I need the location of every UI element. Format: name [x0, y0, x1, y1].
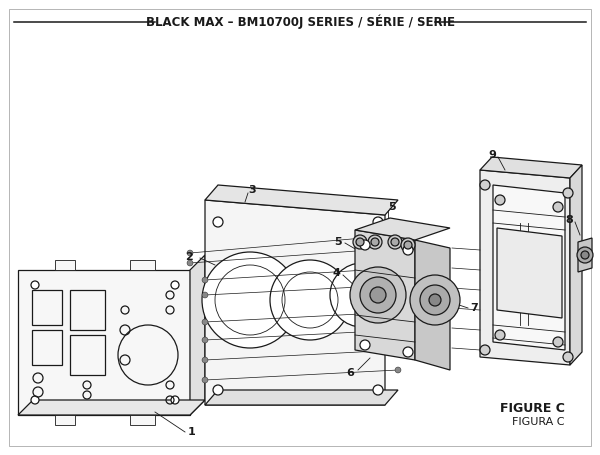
Polygon shape [55, 260, 75, 270]
Circle shape [202, 319, 208, 325]
Text: 4: 4 [332, 268, 340, 278]
Circle shape [410, 275, 460, 325]
Polygon shape [570, 165, 582, 365]
Circle shape [395, 367, 401, 373]
Text: 1: 1 [188, 427, 196, 437]
Circle shape [480, 345, 490, 355]
Circle shape [395, 327, 401, 333]
Circle shape [403, 347, 413, 357]
Circle shape [395, 282, 401, 288]
Text: 2: 2 [185, 252, 193, 262]
Circle shape [373, 385, 383, 395]
Polygon shape [578, 238, 592, 272]
Polygon shape [205, 185, 398, 215]
Circle shape [404, 241, 412, 249]
Circle shape [553, 337, 563, 347]
Circle shape [360, 340, 370, 350]
Text: 5: 5 [388, 202, 395, 212]
Circle shape [553, 202, 563, 212]
Polygon shape [130, 260, 155, 270]
Circle shape [202, 337, 208, 343]
Circle shape [577, 247, 593, 263]
Circle shape [31, 396, 39, 404]
Circle shape [330, 263, 394, 327]
Polygon shape [205, 200, 385, 405]
Polygon shape [55, 415, 75, 425]
Circle shape [563, 352, 573, 362]
Circle shape [171, 281, 179, 289]
Circle shape [395, 245, 401, 251]
Circle shape [353, 235, 367, 249]
Circle shape [202, 292, 208, 298]
Polygon shape [18, 400, 205, 415]
Circle shape [31, 281, 39, 289]
Circle shape [388, 235, 402, 249]
Circle shape [187, 260, 193, 266]
Text: 5: 5 [334, 237, 342, 247]
Circle shape [429, 294, 441, 306]
Circle shape [480, 180, 490, 190]
Circle shape [420, 285, 450, 315]
Text: 7: 7 [470, 303, 478, 313]
Circle shape [187, 250, 193, 256]
Text: 8: 8 [565, 215, 573, 225]
Polygon shape [480, 170, 570, 365]
Circle shape [395, 232, 401, 238]
Text: 3: 3 [248, 185, 256, 195]
Polygon shape [480, 157, 582, 178]
Circle shape [202, 252, 298, 348]
Circle shape [270, 260, 350, 340]
Circle shape [495, 330, 505, 340]
Circle shape [356, 238, 364, 246]
Circle shape [213, 217, 223, 227]
Text: 9: 9 [488, 150, 496, 160]
Circle shape [403, 245, 413, 255]
Text: 6: 6 [346, 368, 354, 378]
Polygon shape [130, 415, 155, 425]
Polygon shape [355, 218, 450, 240]
Circle shape [202, 357, 208, 363]
Circle shape [395, 309, 401, 315]
Polygon shape [190, 255, 205, 415]
Circle shape [213, 385, 223, 395]
Circle shape [350, 267, 406, 323]
Circle shape [395, 347, 401, 353]
Circle shape [581, 251, 589, 259]
Circle shape [401, 238, 415, 252]
Text: FIGURE C: FIGURE C [500, 401, 565, 415]
Circle shape [360, 277, 396, 313]
Circle shape [202, 277, 208, 283]
Circle shape [395, 265, 401, 271]
Circle shape [370, 287, 386, 303]
Polygon shape [497, 228, 562, 318]
Circle shape [563, 188, 573, 198]
Text: FIGURA C: FIGURA C [512, 417, 565, 427]
Circle shape [391, 238, 399, 246]
Polygon shape [18, 270, 190, 415]
Polygon shape [205, 390, 398, 405]
Circle shape [368, 235, 382, 249]
Polygon shape [493, 185, 565, 350]
Circle shape [373, 217, 383, 227]
Circle shape [171, 396, 179, 404]
Circle shape [360, 240, 370, 250]
Circle shape [371, 238, 379, 246]
Polygon shape [415, 240, 450, 370]
Text: BLACK MAX – BM10700J SERIES / SÉRIE / SERIE: BLACK MAX – BM10700J SERIES / SÉRIE / SE… [146, 15, 455, 29]
Circle shape [495, 195, 505, 205]
Circle shape [202, 377, 208, 383]
Polygon shape [355, 230, 415, 360]
